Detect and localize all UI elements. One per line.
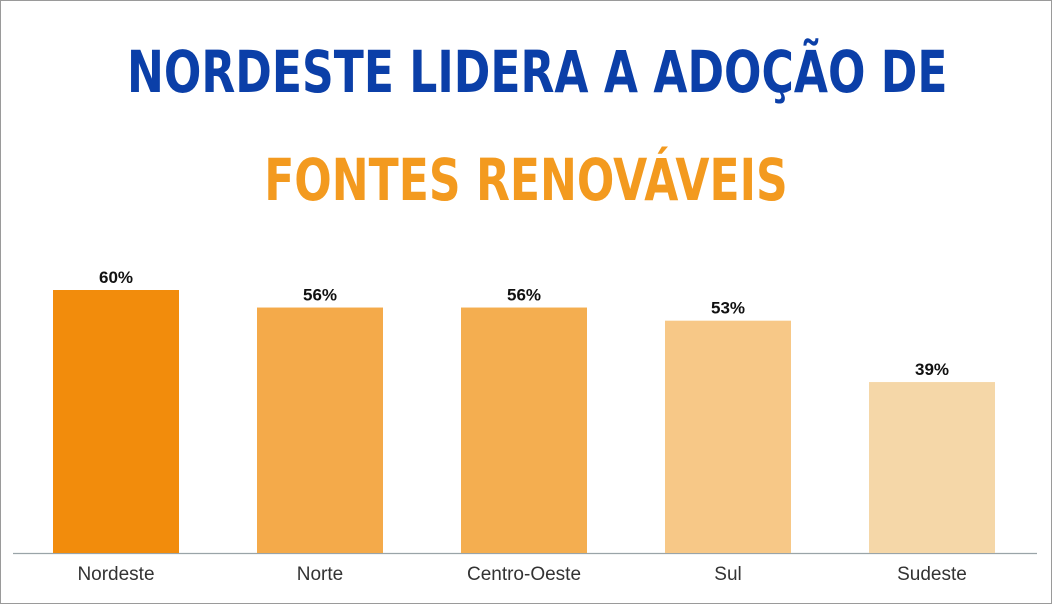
- x-tick-label: Norte: [297, 564, 343, 585]
- data-label: 60%: [99, 268, 133, 287]
- x-tick-label: Sul: [714, 564, 741, 585]
- chart-title-line-1: NORDESTE LIDERA A ADOÇÃO DE: [127, 38, 948, 106]
- data-label: 39%: [915, 360, 949, 379]
- x-tick-label: Sudeste: [897, 564, 967, 585]
- x-tick-label: Nordeste: [77, 564, 154, 585]
- x-tick-label: Centro-Oeste: [467, 564, 581, 585]
- bar-nordeste: [53, 290, 179, 553]
- bar-sul: [665, 320, 791, 553]
- bar-norte: [257, 307, 383, 553]
- data-label: 53%: [711, 299, 745, 318]
- bar-sudeste: [869, 382, 995, 553]
- data-label: 56%: [303, 286, 337, 305]
- data-label: 56%: [507, 286, 541, 305]
- chart-title-line-2: FONTES RENOVÁVEIS: [264, 146, 788, 214]
- bar-centro-oeste: [461, 307, 587, 553]
